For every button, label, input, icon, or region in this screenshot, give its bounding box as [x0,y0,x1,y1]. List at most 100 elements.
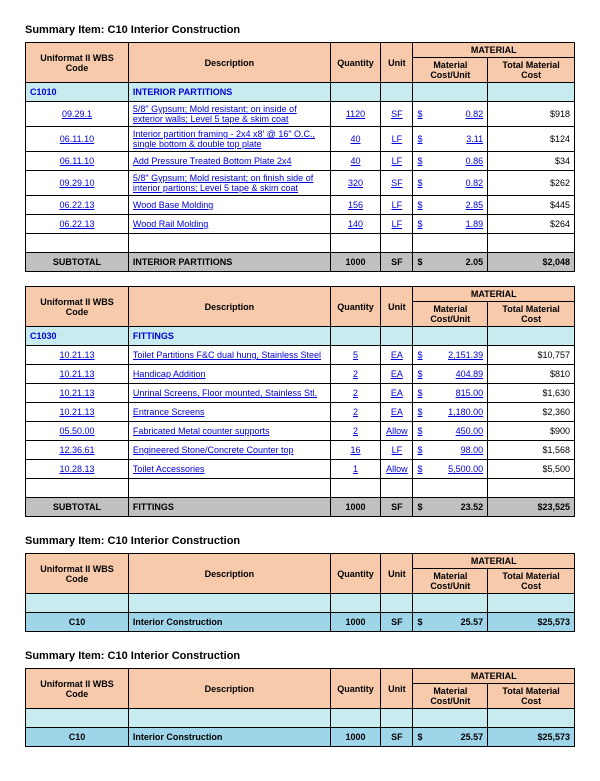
subtotal-row: SUBTOTAL FITTINGS 1000 SF $23.52 $23,525 [26,498,575,517]
cell-code: 06.22.13 [26,196,129,215]
section-code: C1010 [26,83,129,102]
cell-qty: 320 [330,171,380,196]
total-total: $25,573 [488,728,575,747]
col-cpu-header: Material Cost/Unit [413,58,488,83]
table-row: 09.29.10 5/8" Gypsum; Mold resistant; on… [26,171,575,196]
total-cpu: $25.57 [413,613,488,632]
cell-code: 09.29.1 [26,102,129,127]
total-qty: 1000 [330,728,380,747]
cell-unit: EA [381,365,413,384]
table-row: 10.21.13 Handicap Addition 2 EA $404.89 … [26,365,575,384]
table-row: 05.50.00 Fabricated Metal counter suppor… [26,422,575,441]
cell-cpu: $98.00 [413,441,488,460]
cell-qty: 40 [330,152,380,171]
col-desc-header: Description [128,669,330,709]
section-row: C1010 INTERIOR PARTITIONS [26,83,575,102]
blank-row [26,234,575,253]
cell-desc: 5/8" Gypsum; Mold resistant; on finish s… [128,171,330,196]
cell-code: 12.36.61 [26,441,129,460]
cell-total: $810 [488,365,575,384]
cell-code: 06.22.13 [26,215,129,234]
subtotal-unit: SF [381,253,413,272]
cost-table: Uniformat II WBS Code Description Quanti… [25,286,575,517]
cell-total: $124 [488,127,575,152]
cost-table: Uniformat II WBS Code Description Quanti… [25,668,575,747]
subtotal-total: $2,048 [488,253,575,272]
cell-desc: 5/8" Gypsum; Mold resistant; on inside o… [128,102,330,127]
section-code: C1030 [26,327,129,346]
col-total-header: Total Material Cost [488,302,575,327]
cell-desc: Toilet Partitions F&C dual hung, Stainle… [128,346,330,365]
col-unit-header: Unit [381,43,413,83]
col-unit-header: Unit [381,287,413,327]
total-unit: SF [381,613,413,632]
cell-qty: 5 [330,346,380,365]
summary-title: Summary Item: C10 Interior Construction [25,650,575,662]
cost-table: Uniformat II WBS Code Description Quanti… [25,42,575,272]
cell-cpu: $5,500.00 [413,460,488,479]
table-row: 12.36.61 Engineered Stone/Concrete Count… [26,441,575,460]
cell-total: $262 [488,171,575,196]
cell-total: $445 [488,196,575,215]
subtotal-label: SUBTOTAL [26,498,129,517]
table-row: 10.21.13 Toilet Partitions F&C dual hung… [26,346,575,365]
subtotal-cpu: $23.52 [413,498,488,517]
subtotal-unit: SF [381,498,413,517]
summary-title: Summary Item: C10 Interior Construction [25,24,575,36]
cell-cpu: $0.82 [413,171,488,196]
col-qty-header: Quantity [330,43,380,83]
cell-total: $2,360 [488,403,575,422]
table-row: 06.11.10 Add Pressure Treated Bottom Pla… [26,152,575,171]
cell-unit: LF [381,215,413,234]
cell-code: 10.21.13 [26,346,129,365]
total-code: C10 [26,728,129,747]
section-row: C1030 FITTINGS [26,327,575,346]
cell-unit: SF [381,102,413,127]
table-row: 10.21.13 Unrinal Screens, Floor mounted,… [26,384,575,403]
total-qty: 1000 [330,613,380,632]
cell-qty: 1120 [330,102,380,127]
col-material-group-header: MATERIAL [413,287,575,302]
cell-desc: Handicap Addition [128,365,330,384]
total-name: Interior Construction [128,728,330,747]
subtotal-cpu: $2.05 [413,253,488,272]
cell-cpu: $2,151.39 [413,346,488,365]
col-total-header: Total Material Cost [488,569,575,594]
col-material-group-header: MATERIAL [413,669,575,684]
col-code-header: Uniformat II WBS Code [26,287,129,327]
section-row-empty [26,709,575,728]
col-material-group-header: MATERIAL [413,43,575,58]
cell-desc: Add Pressure Treated Bottom Plate 2x4 [128,152,330,171]
summary-title: Summary Item: C10 Interior Construction [25,535,575,547]
col-cpu-header: Material Cost/Unit [413,684,488,709]
cell-total: $918 [488,102,575,127]
cell-qty: 2 [330,422,380,441]
cell-cpu: $404.89 [413,365,488,384]
cell-unit: LF [381,441,413,460]
cell-total: $1,630 [488,384,575,403]
cell-cpu: $815.00 [413,384,488,403]
table-row: 06.22.13 Wood Base Molding 156 LF $2.85 … [26,196,575,215]
col-desc-header: Description [128,287,330,327]
section-row-empty [26,594,575,613]
cell-desc: Toilet Accessories [128,460,330,479]
cell-code: 10.21.13 [26,365,129,384]
table-row: 09.29.1 5/8" Gypsum; Mold resistant; on … [26,102,575,127]
total-row: C10 Interior Construction 1000 SF $25.57… [26,613,575,632]
total-row: C10 Interior Construction 1000 SF $25.57… [26,728,575,747]
cell-unit: LF [381,152,413,171]
col-code-header: Uniformat II WBS Code [26,554,129,594]
col-unit-header: Unit [381,669,413,709]
cell-code: 05.50.00 [26,422,129,441]
cell-cpu: $1,180.00 [413,403,488,422]
subtotal-qty: 1000 [330,253,380,272]
subtotal-label: SUBTOTAL [26,253,129,272]
table-row: 10.21.13 Entrance Screens 2 EA $1,180.00… [26,403,575,422]
cell-qty: 16 [330,441,380,460]
cell-cpu: $1.89 [413,215,488,234]
col-material-group-header: MATERIAL [413,554,575,569]
cell-qty: 2 [330,384,380,403]
col-cpu-header: Material Cost/Unit [413,569,488,594]
col-code-header: Uniformat II WBS Code [26,669,129,709]
subtotal-name: FITTINGS [128,498,330,517]
